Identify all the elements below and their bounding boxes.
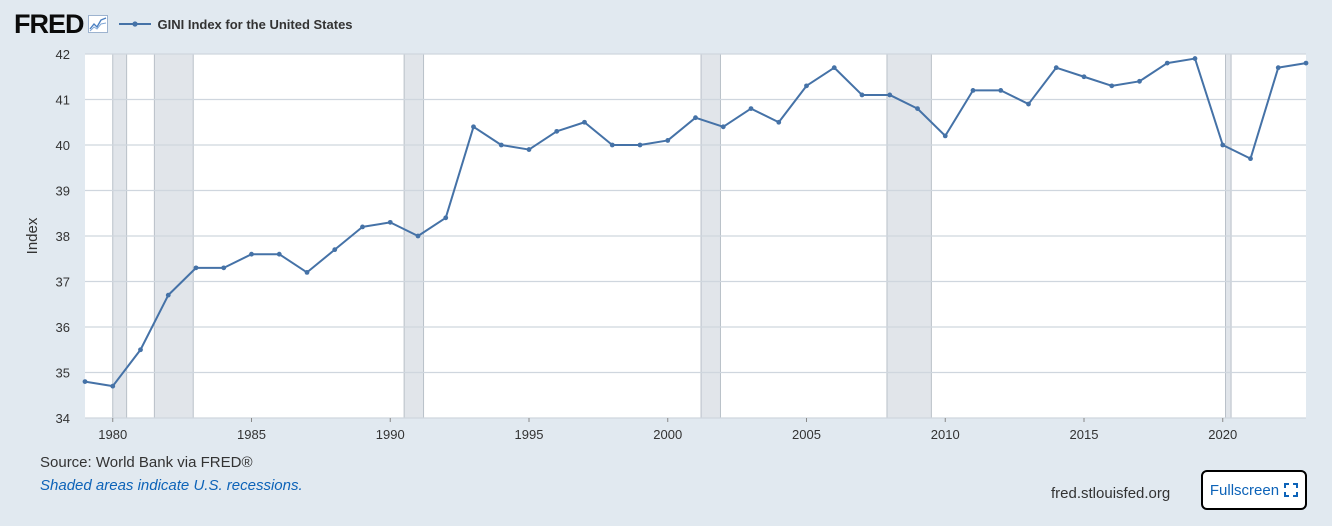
data-point-2018[interactable]	[1164, 60, 1170, 66]
data-point-2003[interactable]	[748, 106, 754, 111]
data-point-2014[interactable]	[1053, 65, 1059, 71]
fred-logo-chart-icon	[87, 15, 108, 33]
x-tick-label-1990: 1990	[376, 427, 405, 442]
data-point-1993[interactable]	[471, 124, 476, 130]
data-point-2023[interactable]	[1303, 60, 1309, 66]
data-point-1996[interactable]	[554, 128, 560, 134]
y-tick-label-41: 41	[56, 93, 70, 108]
source-text: Source: World Bank via FRED®	[40, 454, 253, 471]
x-tick-label-1980: 1980	[98, 427, 127, 442]
data-point-2022[interactable]	[1275, 65, 1281, 71]
y-tick-label-40: 40	[56, 138, 70, 153]
fullscreen-icon	[1284, 483, 1299, 497]
data-point-1990[interactable]	[387, 219, 393, 225]
data-point-1999[interactable]	[637, 142, 643, 148]
legend: GINI Index for the United States	[118, 17, 353, 32]
y-tick-label-37: 37	[56, 275, 70, 290]
data-point-1998[interactable]	[609, 142, 615, 148]
data-point-1979[interactable]	[82, 379, 88, 384]
series-gini-index	[82, 56, 1309, 389]
x-tick-label-1995: 1995	[515, 427, 544, 442]
data-point-1980[interactable]	[110, 383, 116, 389]
data-point-1982[interactable]	[165, 292, 171, 298]
data-point-1984[interactable]	[221, 265, 227, 271]
fullscreen-button[interactable]: Fullscreen	[1201, 470, 1307, 510]
data-point-1985[interactable]	[249, 251, 254, 257]
data-point-2008[interactable]	[887, 92, 893, 98]
y-tick-label-36: 36	[56, 320, 70, 335]
chart-header: FRED GINI Index for the United States	[14, 10, 353, 38]
data-point-2019[interactable]	[1192, 56, 1198, 61]
data-point-1995[interactable]	[526, 147, 532, 152]
y-tick-label-39: 39	[56, 184, 70, 199]
x-tick-label-2015: 2015	[1070, 427, 1099, 442]
legend-line-marker	[118, 21, 151, 27]
x-tick-label-2005: 2005	[792, 427, 821, 442]
data-point-2004[interactable]	[776, 119, 782, 125]
data-point-2005[interactable]	[804, 83, 809, 89]
data-point-2011[interactable]	[970, 88, 976, 93]
data-point-2021[interactable]	[1248, 156, 1253, 162]
legend-series-label: GINI Index for the United States	[157, 16, 353, 32]
data-point-2002[interactable]	[720, 124, 726, 130]
data-point-1981[interactable]	[138, 347, 143, 353]
data-point-1983[interactable]	[193, 265, 199, 271]
x-tick-label-2010: 2010	[931, 427, 960, 442]
data-point-1989[interactable]	[360, 224, 365, 230]
data-point-2007[interactable]	[859, 92, 865, 98]
data-point-2010[interactable]	[942, 133, 948, 139]
data-point-2009[interactable]	[915, 106, 920, 111]
data-point-1994[interactable]	[498, 142, 504, 148]
y-tick-label-34: 34	[56, 411, 70, 426]
fullscreen-label: Fullscreen	[1209, 481, 1280, 499]
x-tick-label-2020: 2020	[1208, 427, 1237, 442]
x-axis-ticks: 1980 1985 1990 1995 2000 2005 2010 2015 2020	[98, 418, 1237, 442]
recession-note-link[interactable]: Shaded areas indicate U.S. recessions.	[40, 477, 303, 494]
data-point-2013[interactable]	[1026, 101, 1031, 107]
gridlines	[85, 53, 1306, 419]
data-point-1992[interactable]	[443, 215, 449, 221]
y-tick-label-38: 38	[56, 229, 70, 244]
fred-logo[interactable]: FRED	[14, 9, 84, 39]
data-point-2006[interactable]	[831, 65, 837, 71]
x-tick-label-1985: 1985	[237, 427, 266, 442]
data-point-1986[interactable]	[276, 251, 282, 257]
y-axis-title: Index	[24, 217, 41, 254]
data-point-2016[interactable]	[1109, 83, 1115, 89]
data-point-2015[interactable]	[1081, 74, 1087, 80]
data-point-1987[interactable]	[304, 270, 310, 275]
data-point-2000[interactable]	[665, 138, 671, 143]
data-point-2001[interactable]	[693, 115, 698, 121]
x-tick-label-2000: 2000	[653, 427, 682, 442]
data-point-2012[interactable]	[998, 88, 1004, 93]
site-url: fred.stlouisfed.org	[1051, 485, 1171, 502]
y-tick-label-35: 35	[56, 366, 70, 381]
y-tick-label-42: 42	[56, 47, 70, 62]
y-axis-ticks: 34 35 36 37 38 39 40 41 42	[56, 47, 70, 426]
data-point-1988[interactable]	[332, 247, 338, 253]
data-point-1997[interactable]	[582, 119, 587, 125]
data-point-2020[interactable]	[1220, 142, 1226, 148]
data-point-2017[interactable]	[1137, 78, 1142, 84]
data-point-1991[interactable]	[415, 233, 421, 239]
